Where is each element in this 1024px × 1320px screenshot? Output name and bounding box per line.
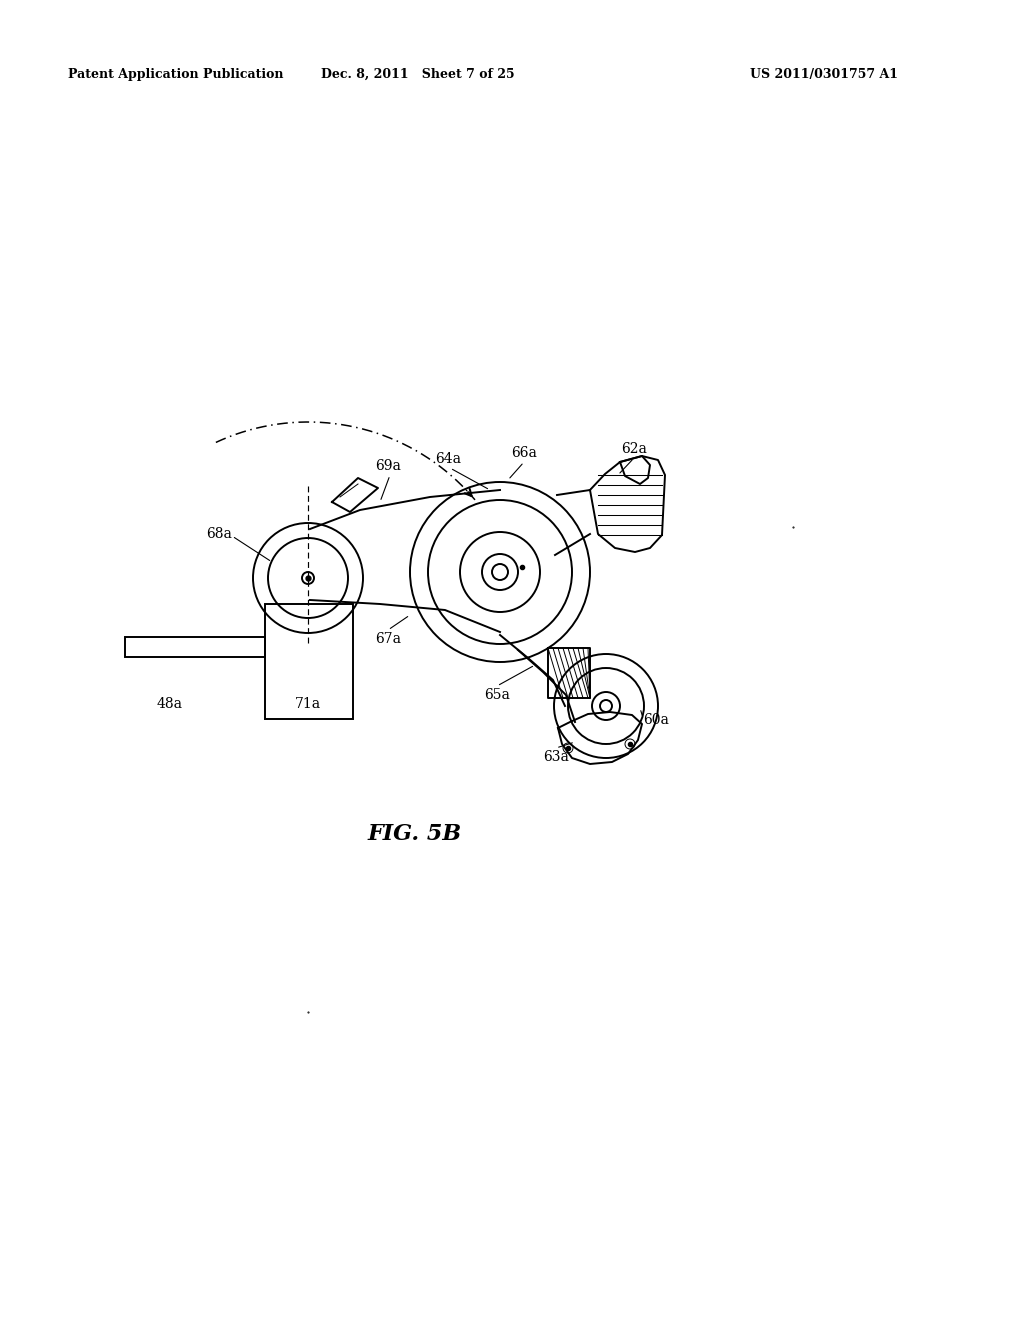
Text: FIG. 5B: FIG. 5B [368,822,462,845]
Text: 64a: 64a [435,451,461,466]
Bar [265,605,353,719]
Text: 67a: 67a [375,632,401,645]
Text: 66a: 66a [511,446,537,459]
Text: US 2011/0301757 A1: US 2011/0301757 A1 [750,69,898,81]
Text: 71a: 71a [295,697,322,711]
Text: 60a: 60a [643,713,669,727]
Text: 48a: 48a [157,697,183,711]
Bar [125,638,265,657]
Text: Patent Application Publication: Patent Application Publication [68,69,284,81]
Text: 68a: 68a [206,527,232,541]
Text: Dec. 8, 2011   Sheet 7 of 25: Dec. 8, 2011 Sheet 7 of 25 [322,69,515,81]
Text: 63a: 63a [543,750,569,764]
Text: 69a: 69a [375,459,401,473]
Circle shape [492,564,508,579]
Circle shape [600,700,612,711]
Text: 65a: 65a [484,688,510,702]
Text: 62a: 62a [622,442,647,455]
